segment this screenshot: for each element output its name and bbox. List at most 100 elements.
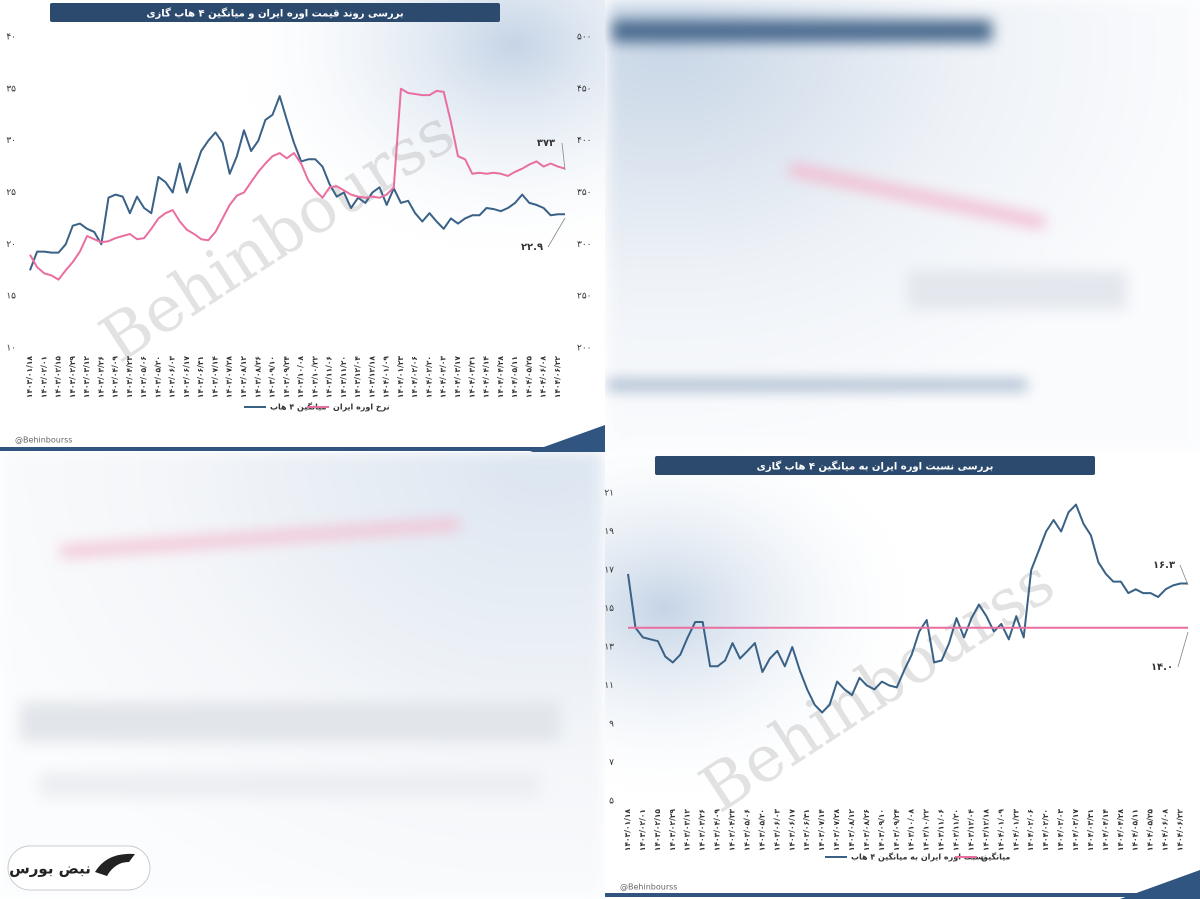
x-tick-label: ۱۴۰۳/۰۳/۲۶ [96,356,105,398]
series-line [29,95,565,271]
annotation-leader [561,142,566,171]
x-tick-label: ۱۴۰۳/۰۳/۱۲ [82,356,91,399]
y-tick-label: ۱۷ [604,566,614,576]
x-tick-label: ۱۴۰۴/۰۱/۰۹ [382,356,391,399]
annotation-leader [547,217,566,248]
x-tick-label: ۱۴۰۳/۰۸/۲۶ [253,356,262,398]
x-tick-label: ۱۴۰۳/۰۴/۰۹ [111,356,120,399]
x-tick-label: ۱۴۰۳/۰۵/۰۶ [742,809,751,851]
x-tick-label: ۱۴۰۳/۰۴/۰۹ [713,809,722,852]
x-tick-label: ۱۴۰۳/۱۰/۲۲ [310,356,319,399]
x-tick-label: ۱۴۰۳/۱۱/۰۶ [937,809,946,851]
x-tick-label: ۱۴۰۳/۱۲/۰۴ [353,356,362,399]
x-tick-label: ۱۴۰۴/۰۲/۲۰ [1041,809,1050,851]
y-tick-label: ۱۹ [604,527,614,537]
x-tick-label: ۱۴۰۳/۰۸/۲۶ [862,809,871,851]
x-tick-label: ۱۴۰۳/۰۷/۱۴ [817,809,826,852]
title-bar [50,3,500,22]
series-line [29,87,566,281]
legend-label: نسبت اوره ایران به میانگین ۴ هاب [851,852,987,862]
x-tick-label: ۱۴۰۴/۰۳/۱۷ [1071,809,1080,852]
x-tick-label: ۱۴۰۳/۰۷/۲۸ [225,356,234,399]
x-tick-label: ۱۴۰۴/۰۱/۲۳ [396,356,405,399]
annotation-leader [1179,564,1189,586]
x-tick-label: ۱۴۰۳/۱۲/۱۸ [367,356,376,399]
x-tick-label: ۱۴۰۳/۰۸/۱۲ [239,356,248,399]
x-tick-label: ۱۴۰۳/۱۰/۲۲ [922,809,931,852]
x-tick-label: ۱۴۰۳/۰۴/۲۳ [125,356,134,399]
y2-tick-label: ۴۰۰ [577,136,592,146]
x-tick-label: ۱۴۰۴/۰۶/۰۸ [539,356,548,399]
x-tick-label: ۱۴۰۳/۰۶/۰۳ [772,809,781,852]
x-tick-label: ۱۴۰۳/۱۱/۰۶ [325,356,334,398]
x-tick-label: ۱۴۰۳/۱۲/۱۸ [981,809,990,852]
corner-stripe [1120,870,1200,899]
x-tick-label: ۱۴۰۳/۰۲/۰۱ [39,356,48,398]
y-tick-label: ۴۰ [6,33,16,43]
x-tick-label: ۱۴۰۴/۰۲/۰۶ [1026,809,1035,851]
bottom-stripe [0,447,550,451]
blurred-panel [0,452,603,899]
annotation: ۳۷۳ [537,138,555,149]
x-tick-label: ۱۴۰۴/۰۲/۲۰ [424,356,433,398]
title-bar [655,456,1095,475]
x-tick-label: ۱۴۰۴/۰۴/۲۸ [1116,809,1125,852]
annotation: ۱۴.۰ [1151,662,1173,673]
x-tick-label: ۱۴۰۴/۰۶/۲۲ [553,356,562,399]
x-tick-label: ۱۴۰۳/۰۱/۱۸ [25,356,34,399]
x-tick-label: ۱۴۰۳/۰۶/۱۷ [787,809,796,852]
x-tick-label: ۱۴۰۴/۰۱/۲۳ [1011,809,1020,852]
blurred-panel [607,0,1200,450]
bottom-stripe [605,893,1145,897]
y-tick-label: ۳۰ [6,136,16,146]
x-tick-label: ۱۴۰۴/۰۵/۲۵ [1146,809,1155,852]
x-tick-label: ۱۴۰۴/۰۳/۰۳ [439,356,448,399]
chart-title: بررسی روند قیمت اوره ایران و میانگین ۴ ه… [146,7,403,20]
x-tick-label: ۱۴۰۴/۰۱/۰۹ [996,809,1005,852]
x-tick-label: ۱۴۰۴/۰۳/۰۳ [1056,809,1065,852]
y2-tick-label: ۳۰۰ [577,240,592,250]
x-tick-label: ۱۴۰۳/۱۲/۰۴ [966,809,975,852]
y-tick-label: ۹ [609,720,614,730]
chart-title: بررسی نسبت اوره ایران به میانگین ۴ هاب گ… [757,460,994,473]
x-tick-label: ۱۴۰۳/۰۹/۱۰ [877,809,886,851]
x-tick-label: ۱۴۰۳/۰۲/۲۹ [68,356,77,399]
x-tick-label: ۱۴۰۳/۰۶/۰۳ [168,356,177,399]
legend-label: میانگین [981,852,1010,862]
y-tick-label: ۱۱ [604,681,614,691]
y2-tick-label: ۵۰۰ [577,33,592,43]
annotation: ۲۲.۹ [521,242,543,253]
x-tick-label: ۱۴۰۳/۱۱/۲۰ [952,809,961,851]
y2-tick-label: ۲۵۰ [577,292,592,302]
x-tick-label: ۱۴۰۳/۰۶/۱۷ [182,356,191,399]
footer-handle: @Behinbourss [15,436,72,445]
x-tick-label: ۱۴۰۳/۱۰/۰۸ [907,809,916,852]
y-tick-label: ۲۱ [604,489,614,499]
x-tick-label: ۱۴۰۳/۰۲/۲۹ [668,809,677,852]
logo: نبض بورس [7,845,151,891]
y-tick-label: ۱۳ [604,643,614,653]
x-tick-label: ۱۴۰۳/۰۵/۲۰ [153,356,162,398]
x-tick-label: ۱۴۰۴/۰۲/۰۶ [410,356,419,398]
x-tick-label: ۱۴۰۴/۰۳/۳۱ [1086,809,1095,851]
y-tick-label: ۷ [609,758,614,768]
x-tick-label: ۱۴۰۳/۰۹/۲۴ [892,809,901,852]
x-tick-label: ۱۴۰۳/۰۷/۲۸ [832,809,841,852]
x-tick-label: ۱۴۰۴/۰۵/۱۱ [510,356,519,398]
x-tick-label: ۱۴۰۴/۰۴/۱۴ [1101,809,1110,852]
x-tick-label: ۱۴۰۳/۱۰/۰۸ [296,356,305,399]
x-tick-label: ۱۴۰۳/۰۵/۲۰ [757,809,766,851]
x-tick-label: ۱۴۰۳/۰۲/۱۵ [54,356,63,399]
y2-tick-label: ۳۵۰ [577,188,592,198]
legend-label: میانگین ۴ هاب [270,402,326,412]
x-tick-label: ۱۴۰۳/۰۴/۲۳ [728,809,737,852]
series-line [627,503,1188,714]
y-tick-label: ۱۵ [6,292,16,302]
y-tick-label: ۲۰ [6,240,16,250]
x-tick-label: ۱۴۰۳/۰۲/۰۱ [638,809,647,851]
x-tick-label: ۱۴۰۳/۰۷/۱۴ [210,356,219,399]
x-tick-label: ۱۴۰۳/۰۶/۳۱ [802,809,811,851]
y-tick-label: ۱۰ [6,344,16,354]
